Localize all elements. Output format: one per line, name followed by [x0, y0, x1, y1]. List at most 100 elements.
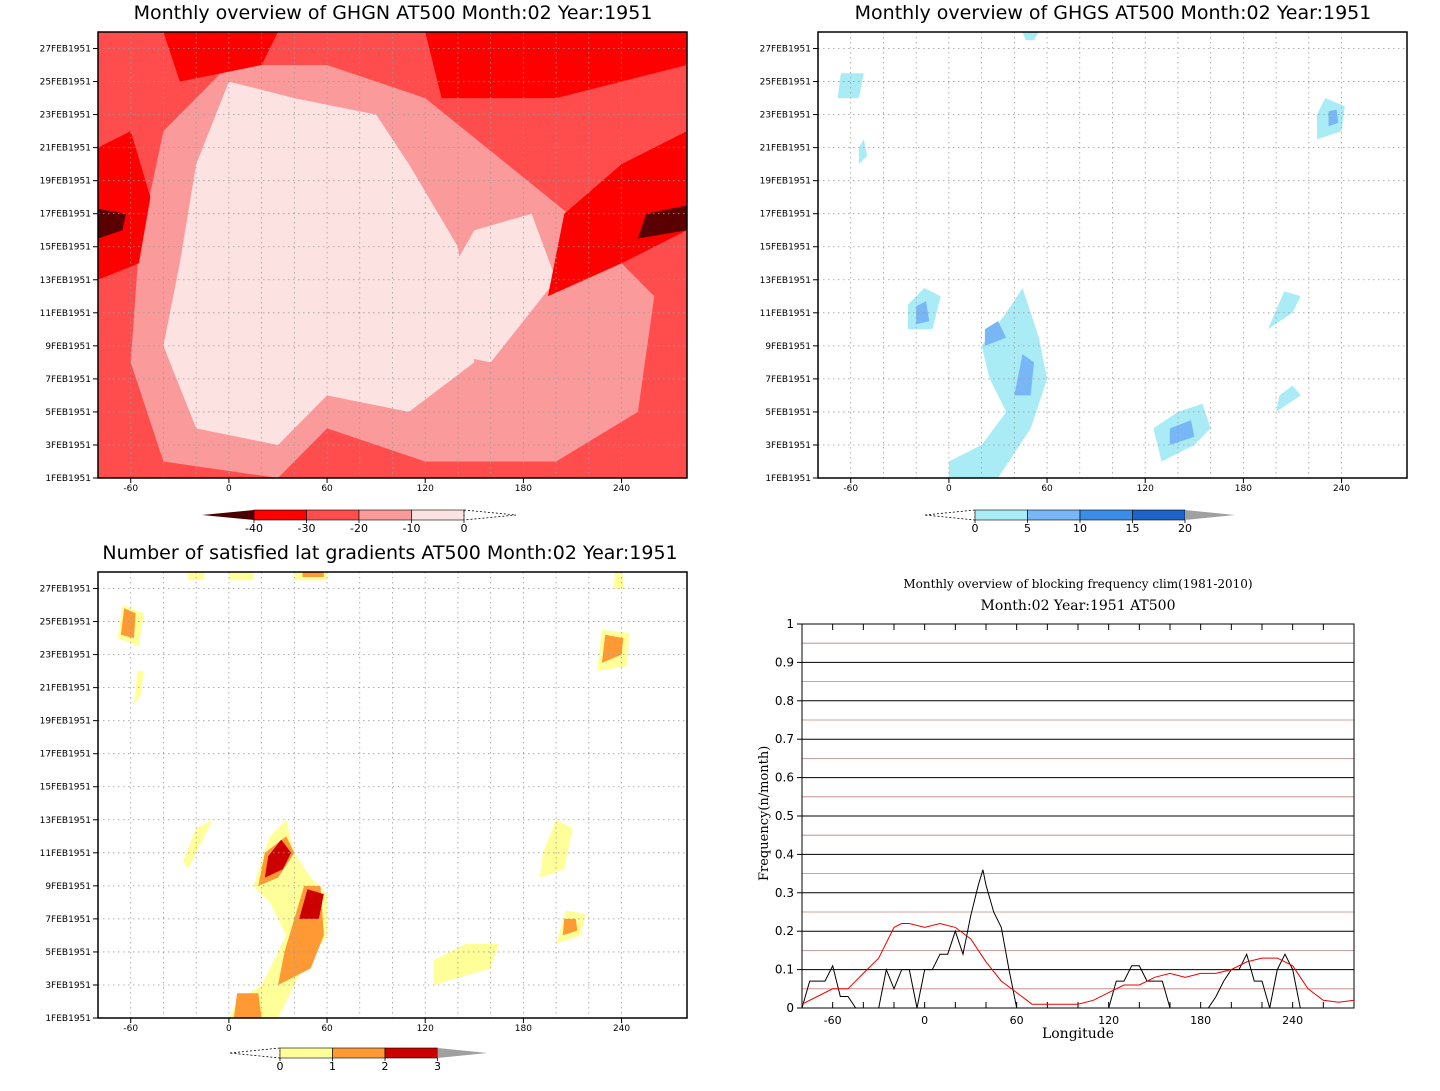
contour-region-17 — [302, 572, 324, 577]
y-tick-label: 7FEB1951 — [45, 915, 91, 925]
y-tick-label: 25FEB1951 — [40, 618, 91, 628]
y-tick-label: 3FEB1951 — [45, 441, 91, 451]
contour-region-6 — [433, 943, 499, 985]
series-line-red — [801, 922, 1355, 1005]
contour-region-8 — [98, 208, 126, 239]
y-tick-label: 0.8 — [775, 694, 794, 708]
colorbar-left-arrow — [202, 510, 254, 520]
colorbar-box-0 — [253, 509, 307, 521]
colorbar-right-arrow — [463, 509, 517, 521]
ghgn-heatmap: 1FEB1951 3FEB1951 5FEB1951 7FEB1951 9FEB1951… — [40, 31, 688, 535]
colorbar-box-0 — [279, 1047, 333, 1059]
y-tick-label: 25FEB1951 — [40, 78, 91, 88]
plot-frame — [97, 571, 688, 1019]
frequency-title: Monthly overview of blocking frequency c… — [903, 577, 1253, 591]
y-tick-label: 23FEB1951 — [760, 111, 811, 121]
y-tick-label: 27FEB1951 — [40, 585, 91, 595]
contour-region-4 — [299, 889, 324, 919]
y-tick-label: 3FEB1951 — [765, 441, 811, 451]
x-tick-label: 60 — [1041, 484, 1053, 494]
contour-region-0 — [948, 288, 1048, 478]
y-tick-label: 17FEB1951 — [760, 210, 811, 220]
y-tick-label: 3FEB1951 — [45, 981, 91, 991]
contour-region-6 — [916, 301, 930, 325]
series-line-black — [801, 869, 1308, 1009]
y-tick-label: 13FEB1951 — [40, 276, 91, 286]
gradients-title: Number of satisfied lat gradients AT500 … — [102, 542, 678, 564]
contour-region-4 — [98, 131, 151, 280]
y-tick-label: 21FEB1951 — [760, 144, 811, 154]
colorbar: 0 5 10 15 20 — [924, 509, 1235, 535]
y-tick-label: 27FEB1951 — [40, 45, 91, 55]
y-tick-label: 0.1 — [775, 963, 794, 977]
y-tick-label: 13FEB1951 — [40, 816, 91, 826]
contour-region-15 — [601, 634, 624, 663]
x-tick-label: -60 — [843, 484, 858, 494]
contour-region-5 — [547, 131, 687, 297]
colorbar-label: -40 — [245, 522, 263, 535]
colorbar-box-1 — [332, 1047, 386, 1059]
contour-region-20 — [613, 572, 625, 589]
contour-region-19 — [228, 572, 254, 581]
x-tick-label: 120 — [417, 484, 434, 494]
grid-lines — [802, 623, 1354, 1009]
y-tick-label: 9FEB1951 — [765, 342, 811, 352]
y-tick-label: 0.7 — [775, 732, 794, 746]
y-tick-label: 1FEB1951 — [45, 1014, 91, 1024]
grid-lines — [818, 32, 1407, 479]
x-tick-label: 0 — [946, 484, 952, 494]
y-tick-label: 17FEB1951 — [40, 210, 91, 220]
x-tick-label: 180 — [515, 1024, 532, 1034]
colorbar-right-arrow — [1185, 510, 1235, 520]
colorbar-label: 1 — [329, 1060, 336, 1073]
x-tick-label: 180 — [1190, 1014, 1211, 1027]
y-tick-label: 0.9 — [775, 655, 794, 669]
frequency-line-chart: -60 0 60 120 180 240 0 0.1 0.2 0.3 0.4 0.5 0.6 0.7 0.8… — [775, 617, 1355, 1027]
x-tick-label: 120 — [1098, 1014, 1119, 1027]
x-tick-label: 120 — [417, 1024, 434, 1034]
y-tick-label: 9FEB1951 — [45, 342, 91, 352]
colorbar-label: 0 — [972, 522, 979, 535]
contour-region-9 — [837, 73, 864, 99]
colorbar-box-1 — [1027, 509, 1081, 521]
x-tick-label: 240 — [1333, 484, 1350, 494]
ghgn-title: Monthly overview of GHGN AT500 Month:02 … — [133, 2, 653, 24]
x-tick-label: 0 — [226, 1024, 232, 1034]
y-tick-label: 27FEB1951 — [760, 45, 811, 55]
x-tick-label: 60 — [321, 1024, 333, 1034]
ghgs-title: Monthly overview of GHGS AT500 Month:02 … — [854, 2, 1372, 24]
y-tick-label: 5FEB1951 — [765, 408, 811, 418]
y-tick-label: 15FEB1951 — [40, 783, 91, 793]
x-tick-label: 180 — [515, 484, 532, 494]
colorbar-label: 20 — [1178, 522, 1192, 535]
y-tick-label: 19FEB1951 — [760, 177, 811, 187]
colorbar-label: -30 — [298, 522, 316, 535]
x-tick-label: 120 — [1137, 484, 1154, 494]
contour-region-1 — [1014, 354, 1034, 396]
y-tick-label: 15FEB1951 — [760, 243, 811, 253]
colorbar-label: 10 — [1073, 522, 1087, 535]
x-tick-label: 60 — [1010, 1014, 1024, 1027]
contour-region-18 — [188, 572, 205, 581]
colorbar: -40 -30 -20 -10 0 — [202, 509, 517, 535]
x-tick-label: -60 — [123, 1024, 138, 1034]
colorbar-label: 5 — [1024, 522, 1031, 535]
contour-region-9 — [637, 205, 687, 239]
y-tick-label: 5FEB1951 — [45, 948, 91, 958]
colorbar-box-1 — [306, 509, 360, 521]
x-tick-label: 240 — [613, 1024, 630, 1034]
contour-region-7 — [1267, 291, 1301, 330]
contour-region-12 — [120, 608, 136, 639]
y-tick-label: 7FEB1951 — [45, 375, 91, 385]
colorbar-left-arrow — [924, 509, 976, 521]
y-tick-label: 0.3 — [775, 886, 794, 900]
colorbar-box-2 — [358, 509, 412, 521]
grid-lines — [98, 572, 687, 1019]
contour-region-8 — [539, 819, 573, 878]
plot-frame — [97, 31, 688, 479]
plot-frame — [817, 31, 1408, 479]
contour-region-8 — [1276, 385, 1301, 412]
colorbar-label: -10 — [403, 522, 421, 535]
contour-region-10 — [562, 918, 578, 936]
frequency-ylabel: Frequency(n/month) — [757, 745, 772, 881]
